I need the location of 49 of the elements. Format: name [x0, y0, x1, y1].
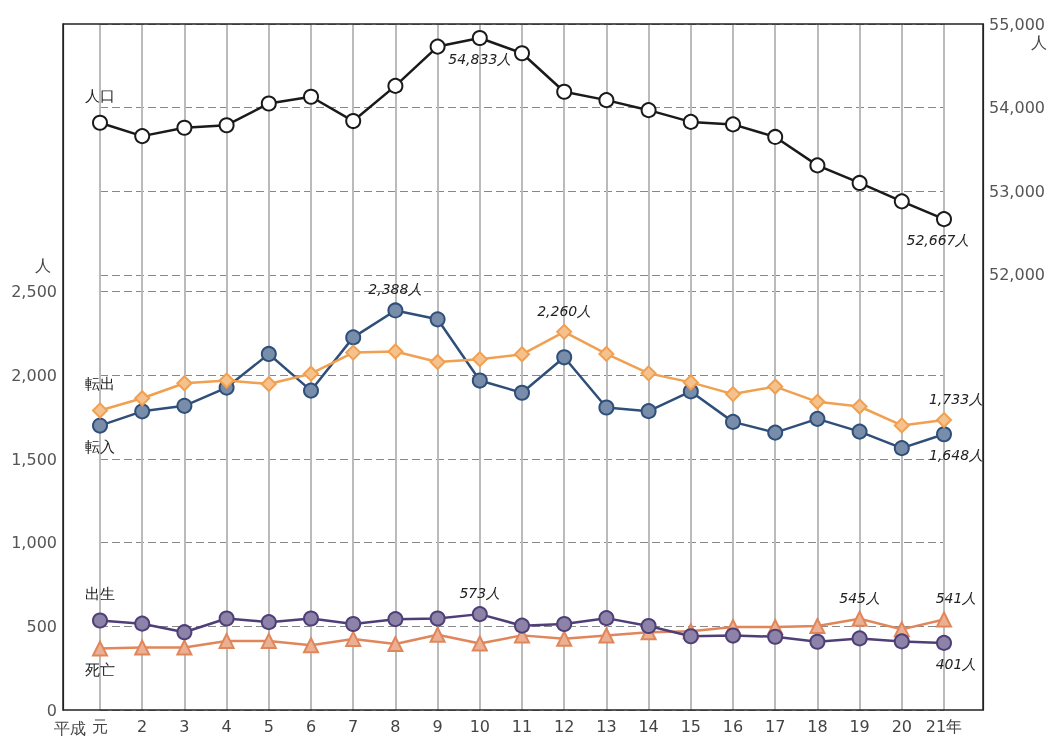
data-label: 1,648人 — [928, 447, 984, 464]
series-label: 出生 — [85, 584, 115, 603]
y-tick-label: 1,500 — [11, 449, 57, 469]
data-label: 1,733人 — [928, 391, 984, 408]
x-tick-label: 4 — [221, 716, 232, 736]
y-tick-label: 500 — [26, 616, 57, 636]
y-axis-title: 人 — [35, 256, 51, 276]
x-tick-label: 7 — [348, 716, 359, 736]
x-tick-label: 21年 — [925, 716, 963, 736]
x-tick-label: 16 — [722, 716, 744, 736]
data-label: 54,833人 — [448, 50, 512, 67]
y-tick-label: 2,500 — [11, 282, 57, 302]
y2-axis-title: 人 — [1031, 32, 1047, 52]
x-axis-title: 平成 — [54, 718, 87, 738]
series-label: 人口 — [85, 87, 115, 106]
x-tick-label: 10 — [469, 716, 490, 736]
x-tick-label: 19 — [849, 716, 870, 736]
x-tick-label: 12 — [554, 716, 575, 736]
x-tick-label: 3 — [179, 716, 190, 736]
data-label: 401人 — [935, 655, 977, 672]
data-label: 545人 — [839, 589, 880, 606]
x-tick-label: 5 — [263, 716, 274, 736]
x-tick-label: 13 — [596, 716, 617, 736]
x-tick-label: 17 — [765, 716, 786, 736]
y2-tick-label: 53,000 — [989, 181, 1045, 201]
x-tick-label: 6 — [305, 716, 317, 736]
data-label: 52,667人 — [906, 232, 970, 249]
x-tick-label: 14 — [638, 716, 659, 736]
data-label: 2,260人 — [537, 302, 592, 319]
y-tick-label: 1,000 — [11, 533, 57, 553]
y2-tick-label: 52,000 — [989, 265, 1045, 285]
x-tick-label: 元 — [92, 716, 108, 736]
y-tick-label: 2,000 — [11, 365, 57, 385]
x-tick-label: 18 — [807, 716, 828, 736]
series-label: 転入 — [85, 438, 115, 457]
x-tick-label: 20 — [891, 716, 912, 736]
y2-tick-label: 55,000 — [989, 14, 1045, 34]
x-tick-label: 2 — [137, 716, 148, 736]
x-tick-label: 9 — [432, 716, 443, 736]
x-tick-label: 11 — [511, 716, 533, 736]
x-tick-label: 15 — [680, 716, 701, 736]
data-label: 541人 — [935, 590, 977, 607]
series-label: 転出 — [85, 375, 115, 393]
x-tick-label: 8 — [390, 716, 401, 736]
y2-tick-label: 54,000 — [989, 98, 1045, 118]
data-label: 573人 — [459, 585, 501, 602]
series-label: 死亡 — [85, 661, 115, 680]
y-tick-label: 0 — [46, 700, 57, 720]
data-label: 2,388人 — [368, 281, 423, 298]
